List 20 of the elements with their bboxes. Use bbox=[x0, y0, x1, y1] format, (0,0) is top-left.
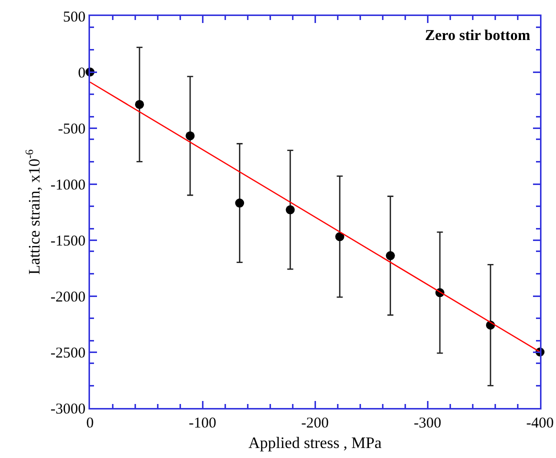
y-tick-label: -1000 bbox=[50, 177, 86, 194]
y-tick-label: 0 bbox=[78, 65, 86, 82]
y-tick-label: -500 bbox=[58, 121, 86, 138]
y-tick-label: 500 bbox=[63, 9, 86, 26]
y-tick-label: -2500 bbox=[50, 345, 86, 362]
y-tick-label: -3000 bbox=[50, 401, 86, 418]
point bbox=[135, 100, 144, 109]
point bbox=[186, 131, 195, 140]
point bbox=[235, 198, 244, 208]
x-tick-label: -400 bbox=[526, 416, 554, 432]
point bbox=[286, 205, 295, 214]
x-tick-label: -300 bbox=[414, 416, 442, 432]
y-tick-label: -1500 bbox=[50, 233, 86, 250]
y-tick-label: -2000 bbox=[50, 289, 86, 306]
point bbox=[335, 232, 344, 242]
x-axis-title: Applied stress , MPa bbox=[248, 434, 382, 452]
x-tick-label: -200 bbox=[301, 416, 329, 432]
x-tick-label: -100 bbox=[188, 416, 216, 432]
annotation: Zero stir bottom bbox=[425, 28, 531, 44]
point bbox=[386, 251, 395, 260]
